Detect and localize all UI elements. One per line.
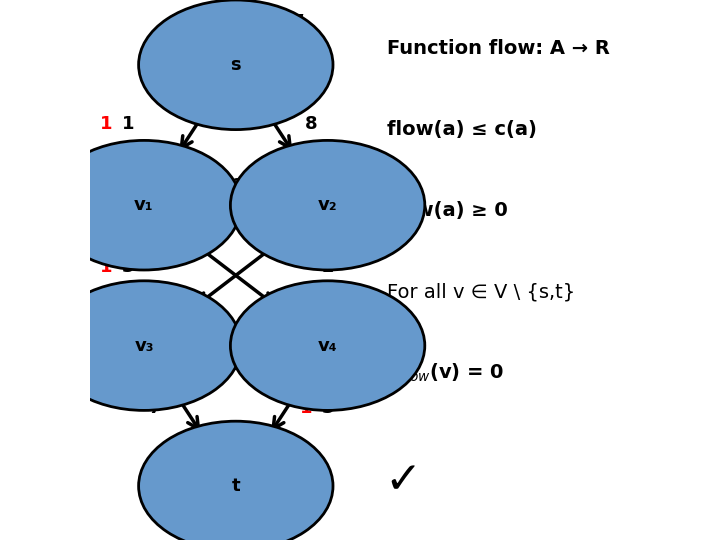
Text: ✓: ✓ [384, 459, 421, 502]
Ellipse shape [139, 421, 333, 540]
Text: Function flow: A → R: Function flow: A → R [387, 39, 610, 58]
Text: 8: 8 [305, 115, 318, 133]
Ellipse shape [230, 281, 425, 410]
Ellipse shape [139, 0, 333, 130]
Text: s-t Flow: s-t Flow [168, 8, 304, 37]
Text: 5: 5 [230, 355, 242, 374]
Text: v₄: v₄ [318, 336, 338, 355]
Text: 1: 1 [122, 115, 134, 133]
Text: 1: 1 [300, 399, 312, 417]
Text: For all v ∈ V \ {s,t}: For all v ∈ V \ {s,t} [387, 282, 575, 301]
Text: v₃: v₃ [134, 336, 154, 355]
Ellipse shape [230, 140, 425, 270]
Text: t: t [232, 477, 240, 495]
Text: 7: 7 [148, 399, 161, 417]
Ellipse shape [47, 281, 241, 410]
Text: s: s [230, 56, 241, 74]
Text: 2: 2 [321, 258, 334, 276]
Text: 1: 1 [100, 115, 112, 133]
Text: 6: 6 [230, 177, 242, 195]
Text: 3: 3 [321, 399, 334, 417]
Text: 1: 1 [100, 258, 112, 276]
Text: v₁: v₁ [134, 196, 154, 214]
Text: 3: 3 [122, 258, 134, 276]
Ellipse shape [47, 140, 241, 270]
Text: flow(a) ≤ c(a): flow(a) ≤ c(a) [387, 120, 537, 139]
Text: E$_{flow}$(v) = 0: E$_{flow}$(v) = 0 [387, 361, 504, 384]
Text: flow(a) ≥ 0: flow(a) ≥ 0 [387, 201, 508, 220]
Text: v₂: v₂ [318, 196, 338, 214]
